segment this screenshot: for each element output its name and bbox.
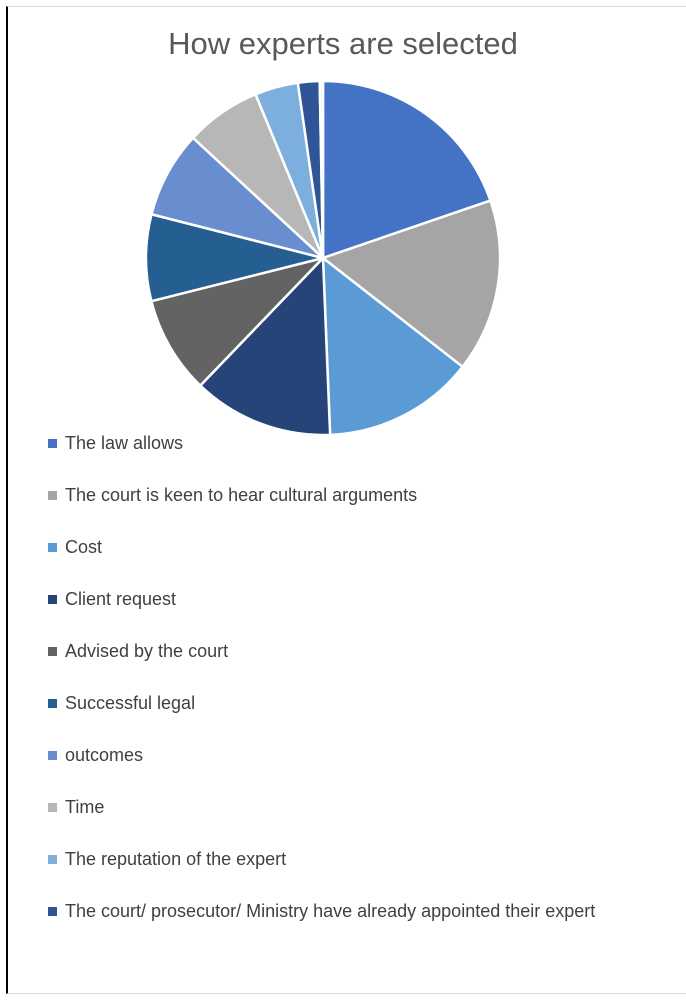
legend-swatch <box>48 907 57 916</box>
legend-label: The court/ prosecutor/ Ministry have alr… <box>65 901 596 921</box>
legend-label: Time <box>65 797 105 817</box>
legend-label: Advised by the court <box>65 641 229 661</box>
legend-label: The court is keen to hear cultural argum… <box>65 485 418 505</box>
legend-swatch <box>48 699 57 708</box>
legend-item: Client request <box>48 586 678 612</box>
legend-item: Advised by the court <box>48 638 678 664</box>
legend-label: outcomes <box>65 745 144 765</box>
chart-title: How experts are selected <box>168 26 518 61</box>
legend-swatch <box>48 803 57 812</box>
legend-label: The law allows <box>65 433 184 453</box>
legend-swatch <box>48 647 57 656</box>
pie-slice-3 <box>321 256 464 437</box>
pie-chart <box>144 79 502 437</box>
legend-swatch <box>48 491 57 500</box>
legend-item: The law allows <box>48 430 678 456</box>
legend-item: The court/ prosecutor/ Ministry have alr… <box>48 898 678 924</box>
legend-item: Successful legal <box>48 690 678 716</box>
legend-item: Time <box>48 794 678 820</box>
legend-swatch <box>48 751 57 760</box>
pie-slice-4 <box>199 256 332 437</box>
legend-item: Cost <box>48 534 678 560</box>
legend-swatch <box>48 855 57 864</box>
legend-swatch <box>48 543 57 552</box>
legend-label: Client request <box>65 589 177 609</box>
legend-item: outcomes <box>48 742 678 768</box>
chart-frame <box>6 6 686 994</box>
legend-item: The court is keen to hear cultural argum… <box>48 482 678 508</box>
legend-label: Successful legal <box>65 693 196 713</box>
legend-label: The reputation of the expert <box>65 849 287 869</box>
legend-label: Cost <box>65 537 103 557</box>
pie-slice-2 <box>321 199 502 369</box>
legend-swatch <box>48 439 57 448</box>
chart-legend: The law allows The court is keen to hear … <box>48 430 678 950</box>
pie-slice-5 <box>150 256 325 387</box>
legend-item: The reputation of the expert <box>48 846 678 872</box>
legend-swatch <box>48 595 57 604</box>
pie-slice-11 <box>318 79 325 260</box>
